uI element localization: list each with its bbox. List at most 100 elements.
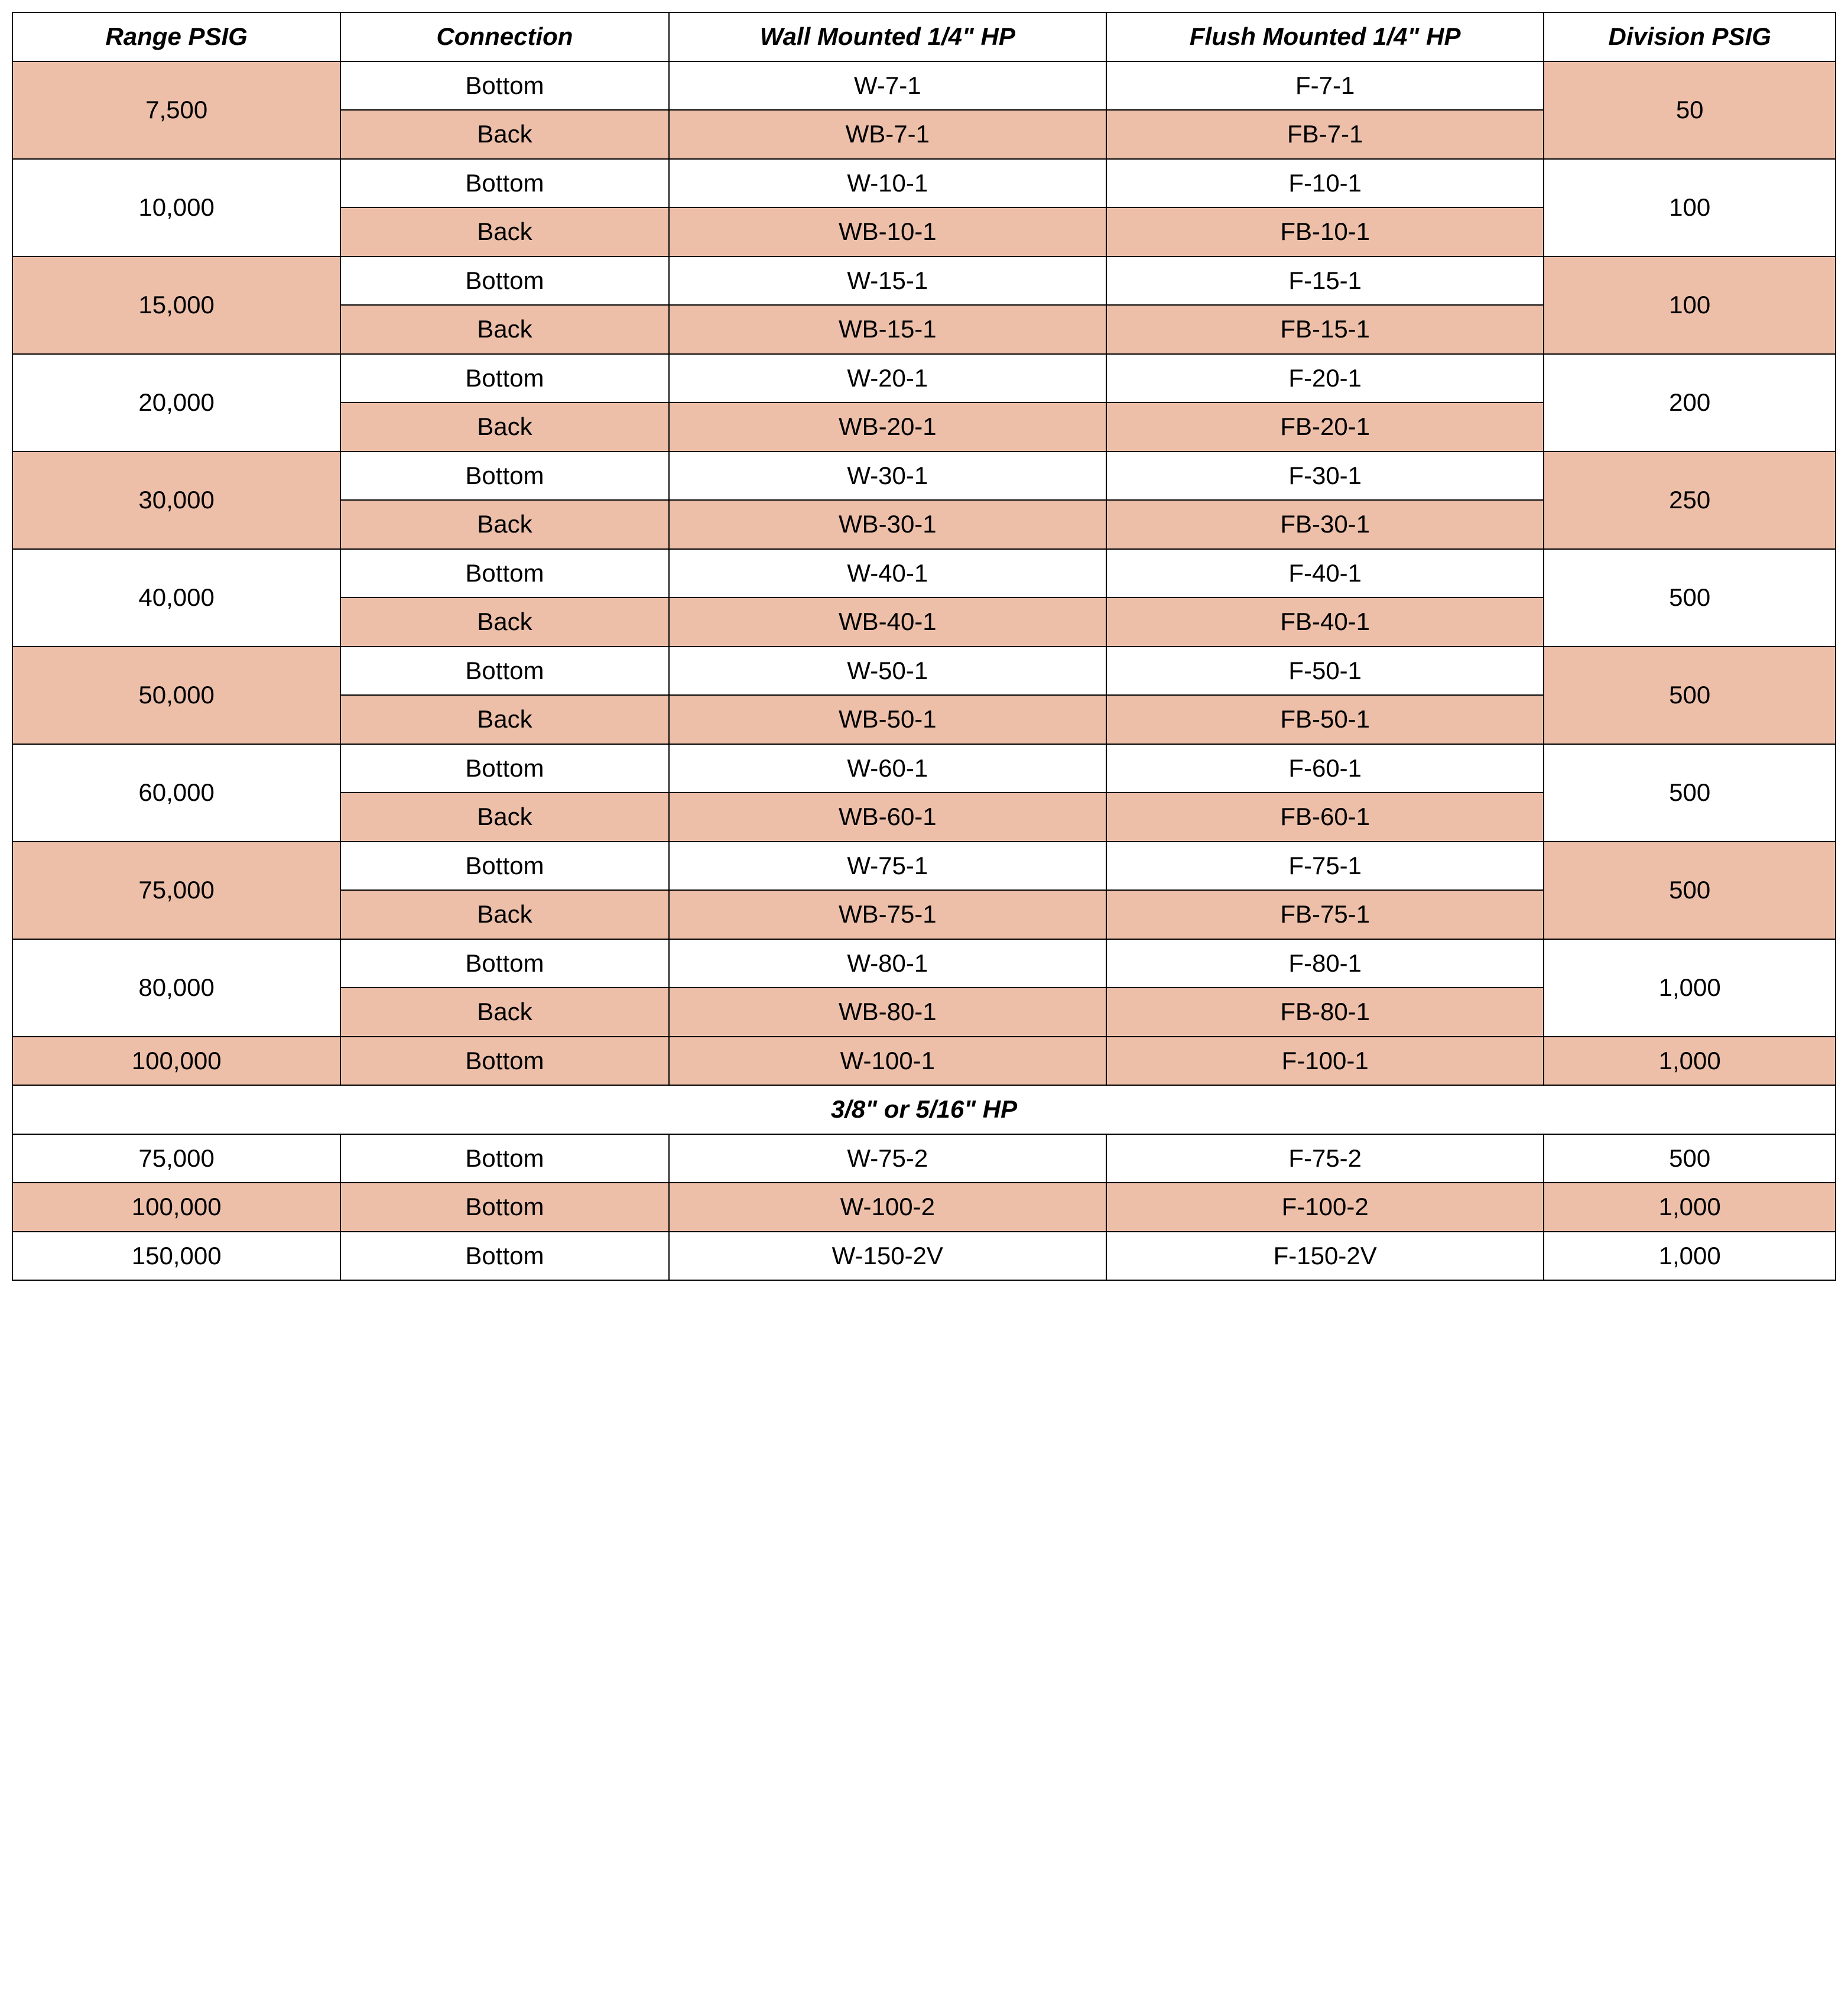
cell-connection: Back: [340, 402, 668, 452]
cell-connection: Bottom: [340, 159, 668, 208]
header-wall: Wall Mounted 1/4" HP: [669, 12, 1106, 61]
cell-division: 500: [1544, 744, 1836, 842]
table-row: 75,000BottomW-75-1F-75-1500: [12, 842, 1836, 891]
cell-connection: Bottom: [340, 354, 668, 403]
cell-wall: W-50-1: [669, 647, 1106, 696]
header-row: Range PSIG Connection Wall Mounted 1/4" …: [12, 12, 1836, 61]
cell-wall: W-30-1: [669, 452, 1106, 501]
cell-division: 1,000: [1544, 1037, 1836, 1086]
cell-range: 30,000: [12, 452, 340, 549]
cell-flush: F-50-1: [1106, 647, 1544, 696]
cell-flush: F-20-1: [1106, 354, 1544, 403]
cell-flush: F-40-1: [1106, 549, 1544, 598]
cell-flush: FB-15-1: [1106, 305, 1544, 354]
cell-range: 40,000: [12, 549, 340, 647]
table-row: 20,000BottomW-20-1F-20-1200: [12, 354, 1836, 403]
cell-flush: F-60-1: [1106, 744, 1544, 793]
cell-flush: F-150-2V: [1106, 1232, 1544, 1281]
cell-flush: F-30-1: [1106, 452, 1544, 501]
table-row: 50,000BottomW-50-1F-50-1500: [12, 647, 1836, 696]
cell-range: 75,000: [12, 842, 340, 939]
cell-range: 15,000: [12, 257, 340, 354]
cell-wall: WB-15-1: [669, 305, 1106, 354]
header-connection: Connection: [340, 12, 668, 61]
table-row: 10,000BottomW-10-1F-10-1100: [12, 159, 1836, 208]
cell-connection: Back: [340, 793, 668, 842]
section-header-row: 3/8" or 5/16" HP: [12, 1085, 1836, 1134]
cell-wall: W-40-1: [669, 549, 1106, 598]
cell-wall: W-75-1: [669, 842, 1106, 891]
cell-connection: Bottom: [340, 452, 668, 501]
cell-division: 500: [1544, 842, 1836, 939]
cell-flush: FB-80-1: [1106, 988, 1544, 1037]
table-row: 30,000BottomW-30-1F-30-1250: [12, 452, 1836, 501]
cell-division: 200: [1544, 354, 1836, 452]
cell-division: 1,000: [1544, 1183, 1836, 1232]
cell-connection: Bottom: [340, 939, 668, 988]
cell-division: 100: [1544, 159, 1836, 257]
cell-flush: F-80-1: [1106, 939, 1544, 988]
cell-flush: FB-60-1: [1106, 793, 1544, 842]
cell-division: 100: [1544, 257, 1836, 354]
cell-wall: W-150-2V: [669, 1232, 1106, 1281]
cell-wall: W-75-2: [669, 1134, 1106, 1183]
cell-division: 1,000: [1544, 939, 1836, 1037]
cell-connection: Bottom: [340, 257, 668, 306]
cell-wall: WB-80-1: [669, 988, 1106, 1037]
cell-connection: Back: [340, 110, 668, 159]
cell-connection: Back: [340, 890, 668, 939]
table-row: 75,000BottomW-75-2F-75-2500: [12, 1134, 1836, 1183]
cell-range: 10,000: [12, 159, 340, 257]
cell-wall: W-100-1: [669, 1037, 1106, 1086]
cell-range: 60,000: [12, 744, 340, 842]
cell-wall: WB-50-1: [669, 695, 1106, 744]
cell-connection: Bottom: [340, 1232, 668, 1281]
cell-connection: Back: [340, 207, 668, 257]
cell-division: 250: [1544, 452, 1836, 549]
cell-connection: Bottom: [340, 61, 668, 111]
cell-connection: Bottom: [340, 1134, 668, 1183]
cell-wall: W-15-1: [669, 257, 1106, 306]
cell-wall: W-100-2: [669, 1183, 1106, 1232]
cell-connection: Bottom: [340, 1037, 668, 1086]
cell-flush: FB-30-1: [1106, 500, 1544, 549]
cell-connection: Bottom: [340, 549, 668, 598]
table-row: 150,000BottomW-150-2VF-150-2V1,000: [12, 1232, 1836, 1281]
cell-wall: WB-60-1: [669, 793, 1106, 842]
cell-division: 500: [1544, 1134, 1836, 1183]
cell-wall: WB-7-1: [669, 110, 1106, 159]
cell-connection: Bottom: [340, 1183, 668, 1232]
header-flush: Flush Mounted 1/4" HP: [1106, 12, 1544, 61]
cell-flush: FB-10-1: [1106, 207, 1544, 257]
cell-flush: FB-75-1: [1106, 890, 1544, 939]
cell-range: 100,000: [12, 1183, 340, 1232]
cell-connection: Bottom: [340, 647, 668, 696]
cell-wall: WB-20-1: [669, 402, 1106, 452]
cell-wall: W-80-1: [669, 939, 1106, 988]
cell-range: 20,000: [12, 354, 340, 452]
cell-division: 1,000: [1544, 1232, 1836, 1281]
cell-connection: Bottom: [340, 744, 668, 793]
cell-division: 50: [1544, 61, 1836, 159]
cell-flush: FB-20-1: [1106, 402, 1544, 452]
cell-wall: WB-10-1: [669, 207, 1106, 257]
cell-wall: WB-30-1: [669, 500, 1106, 549]
cell-range: 100,000: [12, 1037, 340, 1086]
cell-flush: F-100-2: [1106, 1183, 1544, 1232]
table-row: 60,000BottomW-60-1F-60-1500: [12, 744, 1836, 793]
cell-flush: FB-7-1: [1106, 110, 1544, 159]
cell-flush: FB-50-1: [1106, 695, 1544, 744]
cell-wall: W-60-1: [669, 744, 1106, 793]
cell-range: 50,000: [12, 647, 340, 744]
cell-division: 500: [1544, 647, 1836, 744]
table-row: 80,000BottomW-80-1F-80-11,000: [12, 939, 1836, 988]
table-row: 100,000BottomW-100-1F-100-11,000: [12, 1037, 1836, 1086]
cell-connection: Bottom: [340, 842, 668, 891]
cell-wall: W-20-1: [669, 354, 1106, 403]
cell-flush: F-10-1: [1106, 159, 1544, 208]
cell-connection: Back: [340, 695, 668, 744]
header-division: Division PSIG: [1544, 12, 1836, 61]
header-range: Range PSIG: [12, 12, 340, 61]
cell-wall: W-10-1: [669, 159, 1106, 208]
cell-range: 150,000: [12, 1232, 340, 1281]
